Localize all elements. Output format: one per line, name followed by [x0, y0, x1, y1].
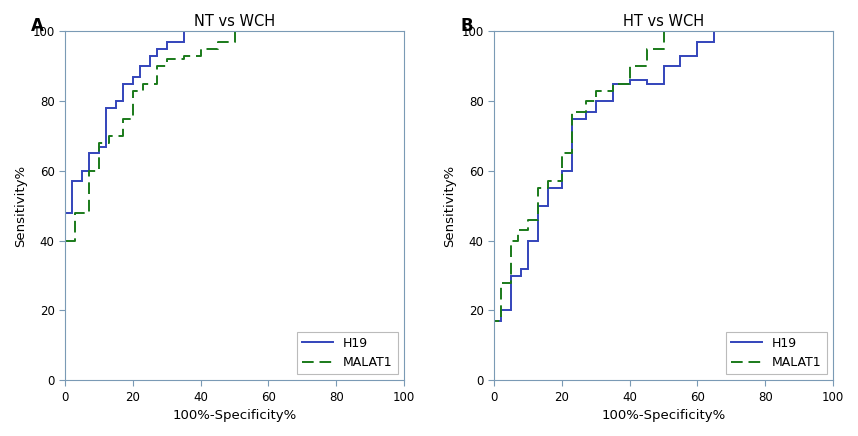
Text: A: A: [31, 17, 44, 35]
Title: HT vs WCH: HT vs WCH: [623, 14, 704, 29]
Legend: H19, MALAT1: H19, MALAT1: [297, 332, 398, 374]
Text: B: B: [460, 17, 473, 35]
Legend: H19, MALAT1: H19, MALAT1: [726, 332, 827, 374]
Title: NT vs WCH: NT vs WCH: [194, 14, 275, 29]
X-axis label: 100%-Specificity%: 100%-Specificity%: [172, 409, 297, 422]
X-axis label: 100%-Specificity%: 100%-Specificity%: [601, 409, 726, 422]
Y-axis label: Sensitivity%: Sensitivity%: [443, 165, 456, 247]
Y-axis label: Sensitivity%: Sensitivity%: [14, 165, 27, 247]
